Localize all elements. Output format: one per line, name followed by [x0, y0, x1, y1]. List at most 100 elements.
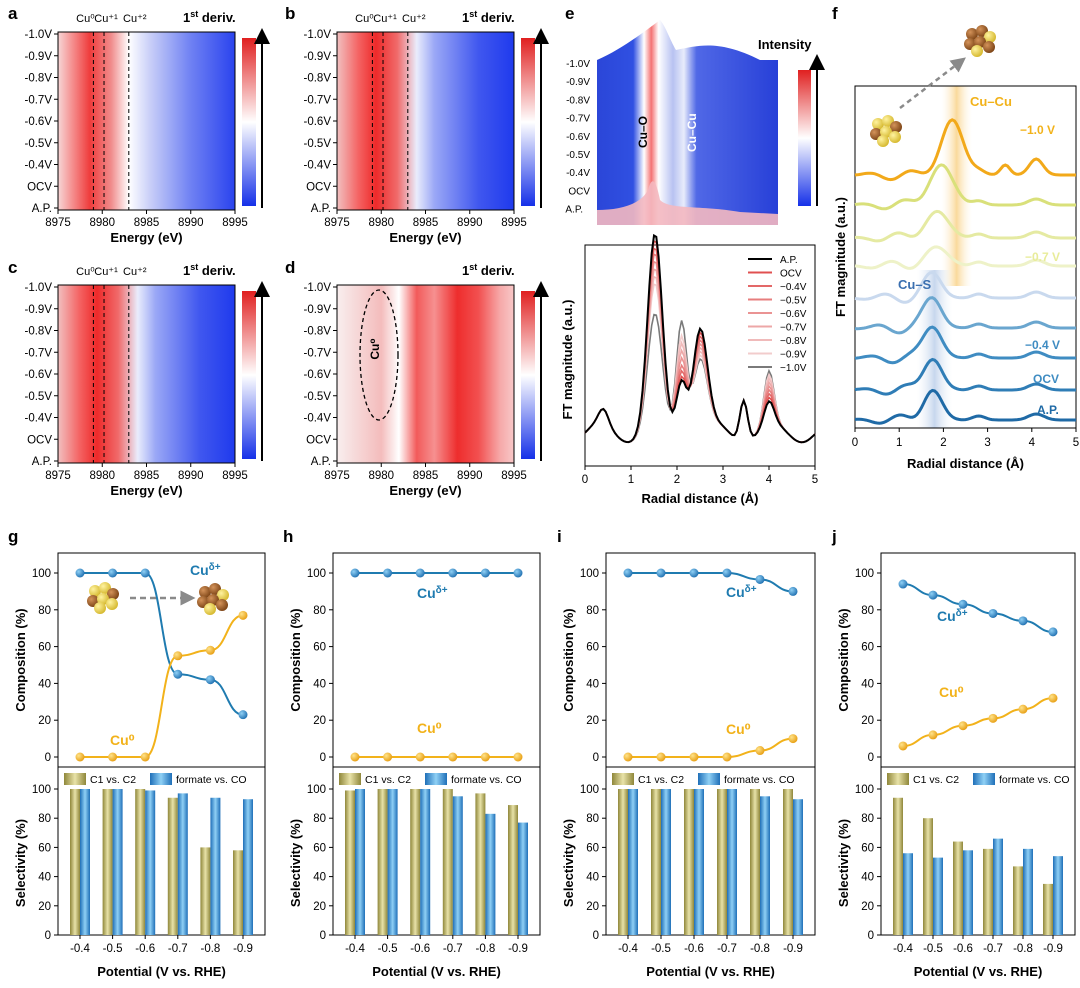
- x-tick-label: 8990: [457, 217, 483, 229]
- panel-letter-g: g: [8, 527, 18, 546]
- label-sup: δ+: [745, 584, 757, 595]
- x-tick-label: -0.7: [443, 943, 463, 955]
- bar-c1-vs-c2: [783, 789, 793, 935]
- y-tick-label: A.P.: [32, 456, 52, 468]
- legend-label: OCV: [780, 269, 802, 280]
- x-tick-label: -0.8: [475, 943, 495, 955]
- y-tick-label: -0.4V: [25, 160, 53, 172]
- y-tick-label: 80: [38, 605, 51, 617]
- data-point-cu-delta: [238, 710, 248, 720]
- x-tick-label: 8980: [89, 470, 115, 482]
- bar-c1-vs-c2: [475, 793, 486, 935]
- y-tick-label: -0.4V: [25, 413, 53, 425]
- x-tick-label: 0: [852, 437, 858, 449]
- series-label-cu0: Cu⁰: [110, 732, 135, 748]
- x-tick-label: -0.8: [1013, 943, 1033, 955]
- ft-frame: [584, 244, 816, 467]
- data-point-cu0: [623, 752, 633, 762]
- legend-label: −0.4V: [780, 282, 807, 293]
- f-curve: [854, 118, 1076, 182]
- data-point-cu-delta: [623, 568, 633, 578]
- x-tick-label: 1: [628, 474, 634, 486]
- y-tick-label: 20: [38, 901, 51, 913]
- legend-swatch-c1c2: [612, 773, 634, 785]
- x-tick-label: 4: [766, 474, 773, 486]
- surface-y-tick-label: -0.8V: [566, 95, 590, 106]
- title-word: deriv.: [477, 263, 514, 278]
- panel-letter-b: b: [285, 4, 295, 23]
- data-point-cu0: [1018, 704, 1028, 714]
- series-label-cu-delta: Cuδ+: [937, 608, 968, 624]
- bar-c1-vs-c2: [983, 848, 993, 935]
- x-tick-label: 2: [940, 437, 946, 449]
- bar-formate-vs-co: [177, 793, 188, 935]
- x-tick-label: -0.9: [783, 943, 803, 955]
- legend-label: −0.5V: [780, 296, 807, 307]
- colorbar: [521, 291, 535, 459]
- panel-e-ft-chart: 0 1 2 3 4 5 Radial distance (Å) FT magnitude (a…: [560, 233, 818, 506]
- data-point-cu0: [75, 752, 85, 762]
- legend-swatch-formate: [150, 773, 172, 785]
- data-point-cu-delta: [513, 568, 523, 578]
- series-label-cu-delta: Cuδ+: [190, 562, 221, 578]
- y-tick-label: 40: [313, 872, 326, 884]
- bar-c1-vs-c2: [200, 847, 211, 935]
- bar-c1-vs-c2: [1043, 883, 1053, 935]
- bar-formate-vs-co: [420, 789, 431, 935]
- legend-swatch-formate: [973, 773, 995, 785]
- x-tick-label: -0.4: [70, 943, 90, 955]
- data-point-cu-delta: [108, 568, 118, 578]
- bar-c1-vs-c2: [923, 818, 933, 935]
- x-tick-label: 8975: [324, 217, 350, 229]
- x-tick-label: 8980: [368, 217, 394, 229]
- f-curve: [854, 388, 1076, 425]
- data-point-cu0: [383, 752, 393, 762]
- bar-c1-vs-c2: [377, 789, 388, 935]
- y-tick-label: 20: [38, 715, 51, 727]
- x-tick-label: -0.5: [923, 943, 943, 955]
- heatmap-panel-a: -1.0V -0.9V -0.8V -0.7V -0.6V -0.5V -0.4V OCV A.…: [25, 9, 270, 245]
- x-tick-label: 2: [674, 474, 680, 486]
- y-tick-label: 60: [313, 842, 326, 854]
- surface-y-tick-label: OCV: [568, 186, 590, 197]
- y-tick-label: -0.7V: [25, 94, 53, 106]
- x-tick-label: 8990: [178, 470, 204, 482]
- data-point-cu-delta: [383, 568, 393, 578]
- y-tick-label: 0: [593, 930, 599, 942]
- bar-c1-vs-c2: [70, 789, 80, 935]
- label-sup: δ+: [209, 562, 221, 573]
- series-line-cu0: [902, 697, 1054, 747]
- label-ocv: OCV: [1033, 372, 1059, 386]
- y-tick-label: 60: [313, 642, 326, 654]
- title-sup: st: [190, 262, 198, 272]
- y-tick-label: 60: [586, 642, 599, 654]
- y-axis-label: Composition (%): [836, 608, 851, 711]
- surface-y-tick-label: -0.5V: [566, 150, 590, 161]
- label-sup: δ+: [956, 608, 968, 619]
- bar-c1-vs-c2: [508, 805, 518, 935]
- bar-formate-vs-co: [210, 797, 221, 935]
- label-base: Cu: [417, 585, 436, 601]
- data-point-cu0: [448, 752, 458, 762]
- f-curve: [854, 270, 1076, 304]
- peak-label-cu-cu: Cu–Cu: [685, 113, 699, 152]
- heatmap-panel-b: -1.0V -0.9V -0.8V -0.7V -0.6V -0.5V -0.4V OCV A.…: [304, 9, 549, 245]
- y-tick-label: -0.7V: [304, 347, 332, 359]
- x-tick-label: 8990: [457, 470, 483, 482]
- data-point-cu0: [415, 752, 425, 762]
- label-base: Cu: [726, 584, 745, 600]
- data-point-cu0: [140, 752, 150, 762]
- y-tick-label: -1.0V: [25, 29, 53, 41]
- data-point-cu0: [755, 746, 765, 756]
- edge-label: Cu⁺¹: [94, 13, 118, 25]
- transform-arrow: [899, 57, 966, 109]
- x-tick-label: -0.9: [1043, 943, 1063, 955]
- y-tick-label: -0.6V: [304, 369, 332, 381]
- series-label-cu0: Cu⁰: [939, 684, 964, 700]
- data-point-cu0: [928, 730, 938, 740]
- edge-label: Cu⁰: [76, 266, 95, 278]
- y-tick-label: 80: [586, 605, 599, 617]
- legend-label-c1c2: C1 vs. C2: [913, 774, 959, 786]
- series-line-cu0: [628, 737, 794, 758]
